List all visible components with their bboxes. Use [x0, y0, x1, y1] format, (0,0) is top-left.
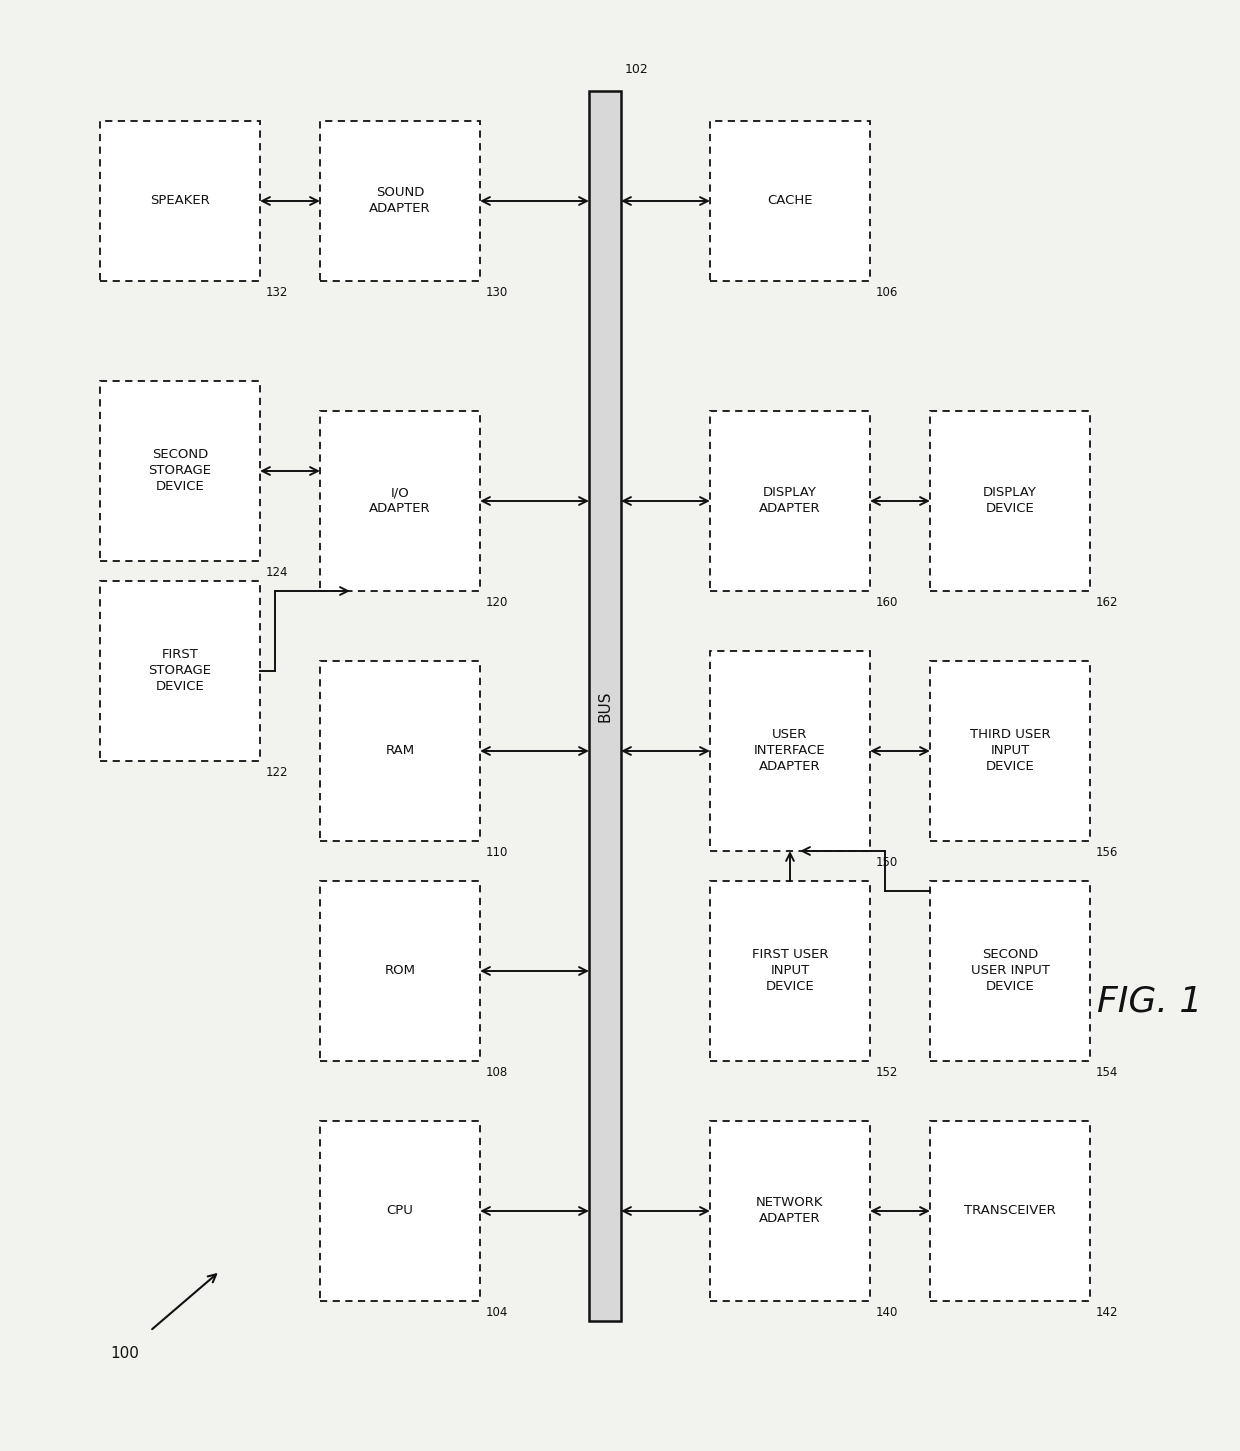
Text: SECOND
STORAGE
DEVICE: SECOND STORAGE DEVICE [149, 448, 212, 493]
Text: RAM: RAM [386, 744, 414, 757]
Text: I/O
ADAPTER: I/O ADAPTER [370, 486, 430, 515]
FancyBboxPatch shape [711, 881, 870, 1061]
Text: 156: 156 [1096, 846, 1118, 859]
Text: 104: 104 [486, 1306, 508, 1319]
Text: 162: 162 [1096, 596, 1118, 609]
Text: DISPLAY
DEVICE: DISPLAY DEVICE [983, 486, 1037, 515]
Text: ROM: ROM [384, 965, 415, 978]
FancyBboxPatch shape [320, 881, 480, 1061]
FancyBboxPatch shape [100, 382, 260, 562]
Text: 140: 140 [875, 1306, 898, 1319]
Text: 154: 154 [1096, 1066, 1118, 1080]
Text: CACHE: CACHE [768, 194, 812, 207]
FancyBboxPatch shape [930, 881, 1090, 1061]
Text: 106: 106 [875, 286, 898, 299]
FancyBboxPatch shape [320, 662, 480, 842]
FancyBboxPatch shape [320, 1122, 480, 1302]
Text: 122: 122 [267, 766, 289, 779]
Text: 152: 152 [875, 1066, 898, 1080]
Text: 108: 108 [486, 1066, 508, 1080]
FancyBboxPatch shape [100, 120, 260, 281]
Text: 142: 142 [1096, 1306, 1118, 1319]
Text: THIRD USER
INPUT
DEVICE: THIRD USER INPUT DEVICE [970, 728, 1050, 773]
Text: 160: 160 [875, 596, 898, 609]
Text: DISPLAY
ADAPTER: DISPLAY ADAPTER [759, 486, 821, 515]
Text: 130: 130 [486, 286, 508, 299]
Text: CPU: CPU [387, 1204, 413, 1217]
Text: FIRST
STORAGE
DEVICE: FIRST STORAGE DEVICE [149, 649, 212, 694]
Text: 100: 100 [110, 1347, 139, 1361]
Text: SOUND
ADAPTER: SOUND ADAPTER [370, 187, 430, 216]
FancyBboxPatch shape [320, 411, 480, 591]
Text: 124: 124 [267, 566, 289, 579]
Text: FIG. 1: FIG. 1 [1097, 984, 1203, 1019]
Text: 110: 110 [486, 846, 508, 859]
FancyBboxPatch shape [711, 411, 870, 591]
FancyBboxPatch shape [589, 91, 621, 1320]
Text: SECOND
USER INPUT
DEVICE: SECOND USER INPUT DEVICE [971, 949, 1049, 994]
FancyBboxPatch shape [711, 651, 870, 850]
Text: USER
INTERFACE
ADAPTER: USER INTERFACE ADAPTER [754, 728, 826, 773]
Text: NETWORK
ADAPTER: NETWORK ADAPTER [756, 1197, 823, 1226]
Text: FIRST USER
INPUT
DEVICE: FIRST USER INPUT DEVICE [751, 949, 828, 994]
FancyBboxPatch shape [711, 1122, 870, 1302]
FancyBboxPatch shape [711, 120, 870, 281]
Text: 120: 120 [486, 596, 508, 609]
FancyBboxPatch shape [930, 1122, 1090, 1302]
Text: SPEAKER: SPEAKER [150, 194, 210, 207]
Text: TRANSCEIVER: TRANSCEIVER [965, 1204, 1056, 1217]
FancyBboxPatch shape [930, 411, 1090, 591]
FancyBboxPatch shape [930, 662, 1090, 842]
Text: 132: 132 [267, 286, 289, 299]
Text: BUS: BUS [598, 691, 613, 721]
Text: 150: 150 [875, 856, 898, 869]
FancyBboxPatch shape [320, 120, 480, 281]
Text: 102: 102 [625, 62, 649, 75]
FancyBboxPatch shape [100, 580, 260, 760]
